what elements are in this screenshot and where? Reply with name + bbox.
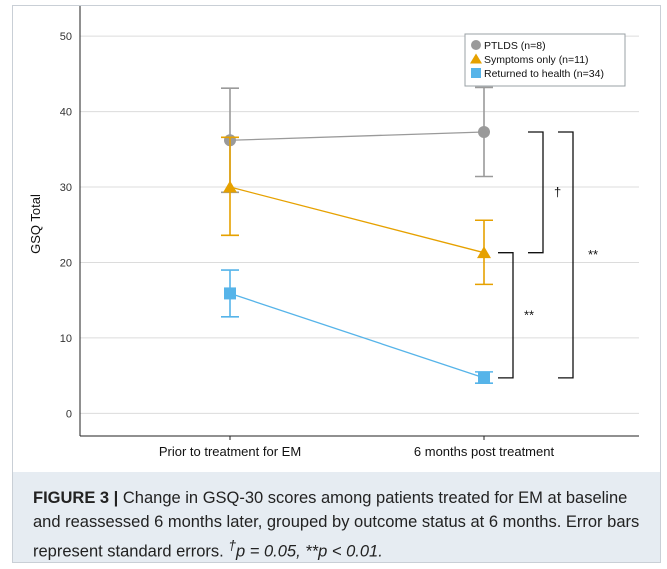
legend-label: Symptoms only (n=11) xyxy=(484,54,589,66)
y-tick-label: 30 xyxy=(60,182,72,194)
series-line xyxy=(229,131,485,141)
legend-label: Returned to health (n=34) xyxy=(484,68,604,80)
x-tick-label: Prior to treatment for EM xyxy=(159,444,301,459)
caption-p-values: p = 0.05, **p < 0.01. xyxy=(236,542,383,561)
caption-dagger: † xyxy=(228,538,236,553)
x-tick-labels: Prior to treatment for EM 6 months post t… xyxy=(159,444,555,459)
data-point xyxy=(224,287,236,300)
legend: PTLDS (n=8) Symptoms only (n=11) Returned … xyxy=(464,33,626,87)
x-tick-label: 6 months post treatment xyxy=(414,444,555,459)
legend-marker xyxy=(471,40,481,50)
bracket xyxy=(498,252,514,379)
caption-text: Change in GSQ-30 scores among patients t… xyxy=(33,489,640,561)
y-tick-label: 10 xyxy=(60,333,72,345)
y-axis-label: GSQ Total xyxy=(28,194,43,254)
figure-frame: 0 10 20 30 40 50 Prior to treatment for EM 6 m… xyxy=(12,5,661,563)
series-circle xyxy=(221,86,493,194)
series-line xyxy=(229,292,485,379)
data-point xyxy=(478,371,490,384)
bracket-label: † xyxy=(554,184,561,199)
y-tick-label: 40 xyxy=(60,107,72,119)
y-tick-label: 50 xyxy=(60,31,72,43)
y-tick-labels: 0 10 20 30 40 50 xyxy=(60,31,72,420)
series-layer xyxy=(221,86,493,384)
legend-marker xyxy=(471,68,481,78)
data-point xyxy=(478,125,490,138)
legend-marker xyxy=(470,53,482,64)
bracket xyxy=(558,131,574,379)
gsq-chart: 0 10 20 30 40 50 Prior to treatment for EM 6 m… xyxy=(28,6,639,459)
caption-label: FIGURE 3 | xyxy=(33,489,119,507)
series-line xyxy=(229,186,485,254)
significance-brackets: † ** ** xyxy=(498,131,598,379)
legend-label: PTLDS (n=8) xyxy=(484,40,546,52)
series-triangle xyxy=(221,136,493,286)
series-square xyxy=(221,269,493,384)
bracket-label: ** xyxy=(588,247,598,262)
data-point xyxy=(477,246,491,259)
data-point xyxy=(223,180,237,193)
axes xyxy=(79,6,639,440)
bracket xyxy=(528,131,544,254)
y-tick-label: 0 xyxy=(66,408,72,420)
legend-box xyxy=(464,33,626,87)
gridlines xyxy=(80,35,639,414)
bracket-label: ** xyxy=(524,307,534,322)
y-tick-label: 20 xyxy=(60,257,72,269)
figure-caption: FIGURE 3 | Change in GSQ-30 scores among… xyxy=(13,472,660,562)
